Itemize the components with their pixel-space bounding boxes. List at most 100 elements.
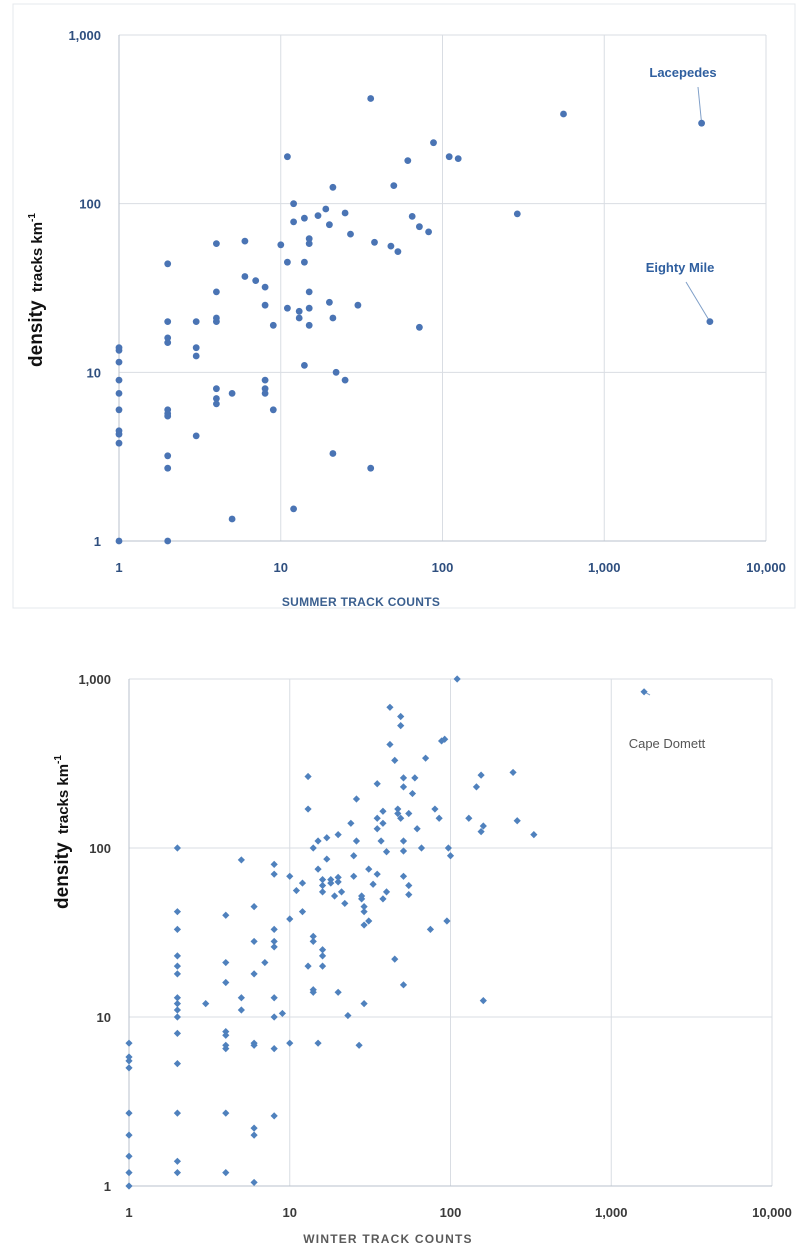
data-point (125, 1131, 133, 1139)
data-point (426, 925, 435, 933)
data-point (373, 870, 381, 878)
data-point (309, 932, 317, 940)
y-tick-label: 10 (97, 1010, 111, 1025)
annotation-leader-line (685, 281, 711, 322)
data-point (355, 1041, 363, 1049)
data-point (125, 1152, 133, 1160)
data-point (472, 783, 481, 791)
data-point (125, 1039, 133, 1047)
data-point (270, 937, 278, 946)
data-point (250, 903, 258, 911)
data-point (394, 809, 402, 818)
plot-frame (12, 3, 796, 609)
data-point (397, 712, 405, 721)
data-point (284, 258, 291, 266)
data-point (270, 1112, 278, 1120)
data-point (222, 1031, 230, 1039)
data-point (408, 789, 417, 798)
data-point (399, 872, 408, 880)
data-point (318, 888, 327, 896)
data-point (277, 241, 285, 249)
data-point (164, 412, 172, 420)
data-point (390, 182, 398, 190)
data-point (213, 395, 220, 402)
summer-scatter-chart: 1 10 100 1,000 1 10 100 1,000 10,000 density tr… (12, 3, 796, 609)
data-point (250, 1124, 258, 1132)
data-point (125, 1064, 133, 1072)
data-point (250, 1041, 258, 1049)
data-point (286, 915, 294, 923)
data-point (365, 865, 373, 873)
data-point (173, 1109, 181, 1117)
x-tick-label: 10 (283, 1205, 297, 1220)
y-tick-label: 1 (94, 534, 101, 549)
data-point (250, 1131, 258, 1139)
axes (128, 679, 772, 1187)
data-point (314, 865, 322, 873)
data-point (416, 323, 423, 331)
data-point (173, 1006, 181, 1014)
x-tick-label: 10,000 (746, 560, 786, 575)
data-point (698, 119, 705, 127)
data-point (330, 892, 339, 900)
data-point (360, 1000, 368, 1008)
data-point (295, 314, 303, 322)
data-point (431, 805, 439, 813)
data-point (173, 994, 181, 1002)
data-point (358, 895, 366, 903)
x-axis-label: WINTER TRACK COUNTS (303, 1232, 472, 1246)
data-point (367, 464, 375, 472)
data-point (164, 318, 172, 325)
data-point (379, 895, 387, 903)
data-point (443, 917, 451, 925)
data-point (241, 273, 249, 280)
data-point (222, 978, 230, 987)
data-point (560, 110, 567, 118)
data-point (399, 783, 408, 791)
data-point (115, 430, 123, 438)
annotation-leader-line (697, 86, 703, 124)
data-point (706, 318, 714, 325)
x-tick-label: 1 (115, 560, 122, 575)
data-point (261, 958, 269, 967)
data-point (411, 774, 419, 782)
data-point (222, 1109, 230, 1117)
chart-border (12, 3, 796, 609)
data-point (334, 831, 342, 839)
data-point (367, 95, 375, 102)
data-point (115, 406, 123, 414)
x-tick-label: 100 (432, 560, 454, 575)
data-point (326, 298, 333, 306)
y-tick-label: 10 (87, 365, 101, 380)
data-point (382, 888, 391, 896)
data-point (222, 958, 230, 967)
data-point (329, 314, 337, 322)
annotations: Lacepedes Eighty Mile (646, 65, 717, 322)
data-point (530, 831, 538, 839)
data-point (318, 881, 327, 890)
data-point (334, 873, 342, 881)
data-point (405, 890, 413, 899)
data-point (329, 450, 337, 457)
y-tick-label: 1,000 (68, 28, 101, 43)
data-point (334, 878, 342, 886)
data-point (341, 899, 349, 908)
data-point (284, 153, 291, 161)
data-point (318, 876, 327, 884)
data-point (164, 334, 172, 342)
data-point (173, 844, 181, 852)
annotation-label: Lacepedes (649, 65, 716, 80)
annotation-label: Eighty Mile (646, 260, 715, 275)
data-point (173, 952, 181, 960)
data-point (125, 1109, 133, 1117)
data-point (314, 212, 322, 220)
data-point (213, 385, 220, 393)
data-point (347, 819, 355, 827)
data-point (173, 1059, 181, 1068)
data-point (164, 464, 172, 472)
data-point (373, 825, 381, 833)
data-point (269, 406, 277, 414)
data-point (252, 277, 260, 284)
data-point (391, 756, 399, 764)
data-point (509, 768, 517, 777)
